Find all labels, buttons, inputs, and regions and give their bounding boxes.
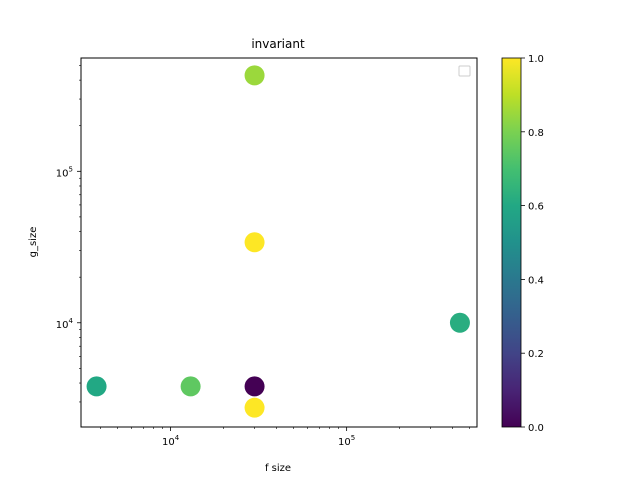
colorbar: 0.0 0.2 0.4 0.6 0.8 1.0	[501, 54, 544, 434]
colorbar-tick-label: 0.6	[528, 202, 544, 213]
y-tick-label: 104	[56, 317, 74, 331]
data-point	[244, 232, 265, 253]
colorbar-tick-label: 0.8	[528, 128, 544, 139]
data-point	[244, 376, 265, 397]
colorbar-tick-label: 0.4	[528, 275, 544, 286]
data-point	[449, 312, 470, 333]
plot-area	[80, 57, 478, 428]
y-axis-ticks: 104 105	[56, 65, 81, 403]
legend-box	[458, 65, 471, 77]
x-axis-label: f size	[265, 463, 291, 474]
legend	[458, 65, 471, 77]
data-point	[244, 65, 265, 86]
chart-title: invariant	[251, 37, 305, 51]
x-tick-label: 105	[338, 434, 355, 448]
x-tick-label: 104	[162, 434, 180, 448]
colorbar-tick-label: 1.0	[528, 54, 544, 65]
colorbar-gradient	[501, 57, 522, 428]
data-point	[180, 376, 201, 397]
colorbar-tick-label: 0.0	[528, 423, 544, 434]
data-point	[86, 376, 107, 397]
data-point	[244, 397, 265, 418]
y-axis-label: g_size	[28, 227, 39, 258]
colorbar-tick-label: 0.2	[528, 349, 544, 360]
x-axis-ticks: 104 105	[100, 427, 471, 448]
plot-frame	[80, 57, 478, 428]
y-tick-label: 105	[56, 165, 73, 179]
